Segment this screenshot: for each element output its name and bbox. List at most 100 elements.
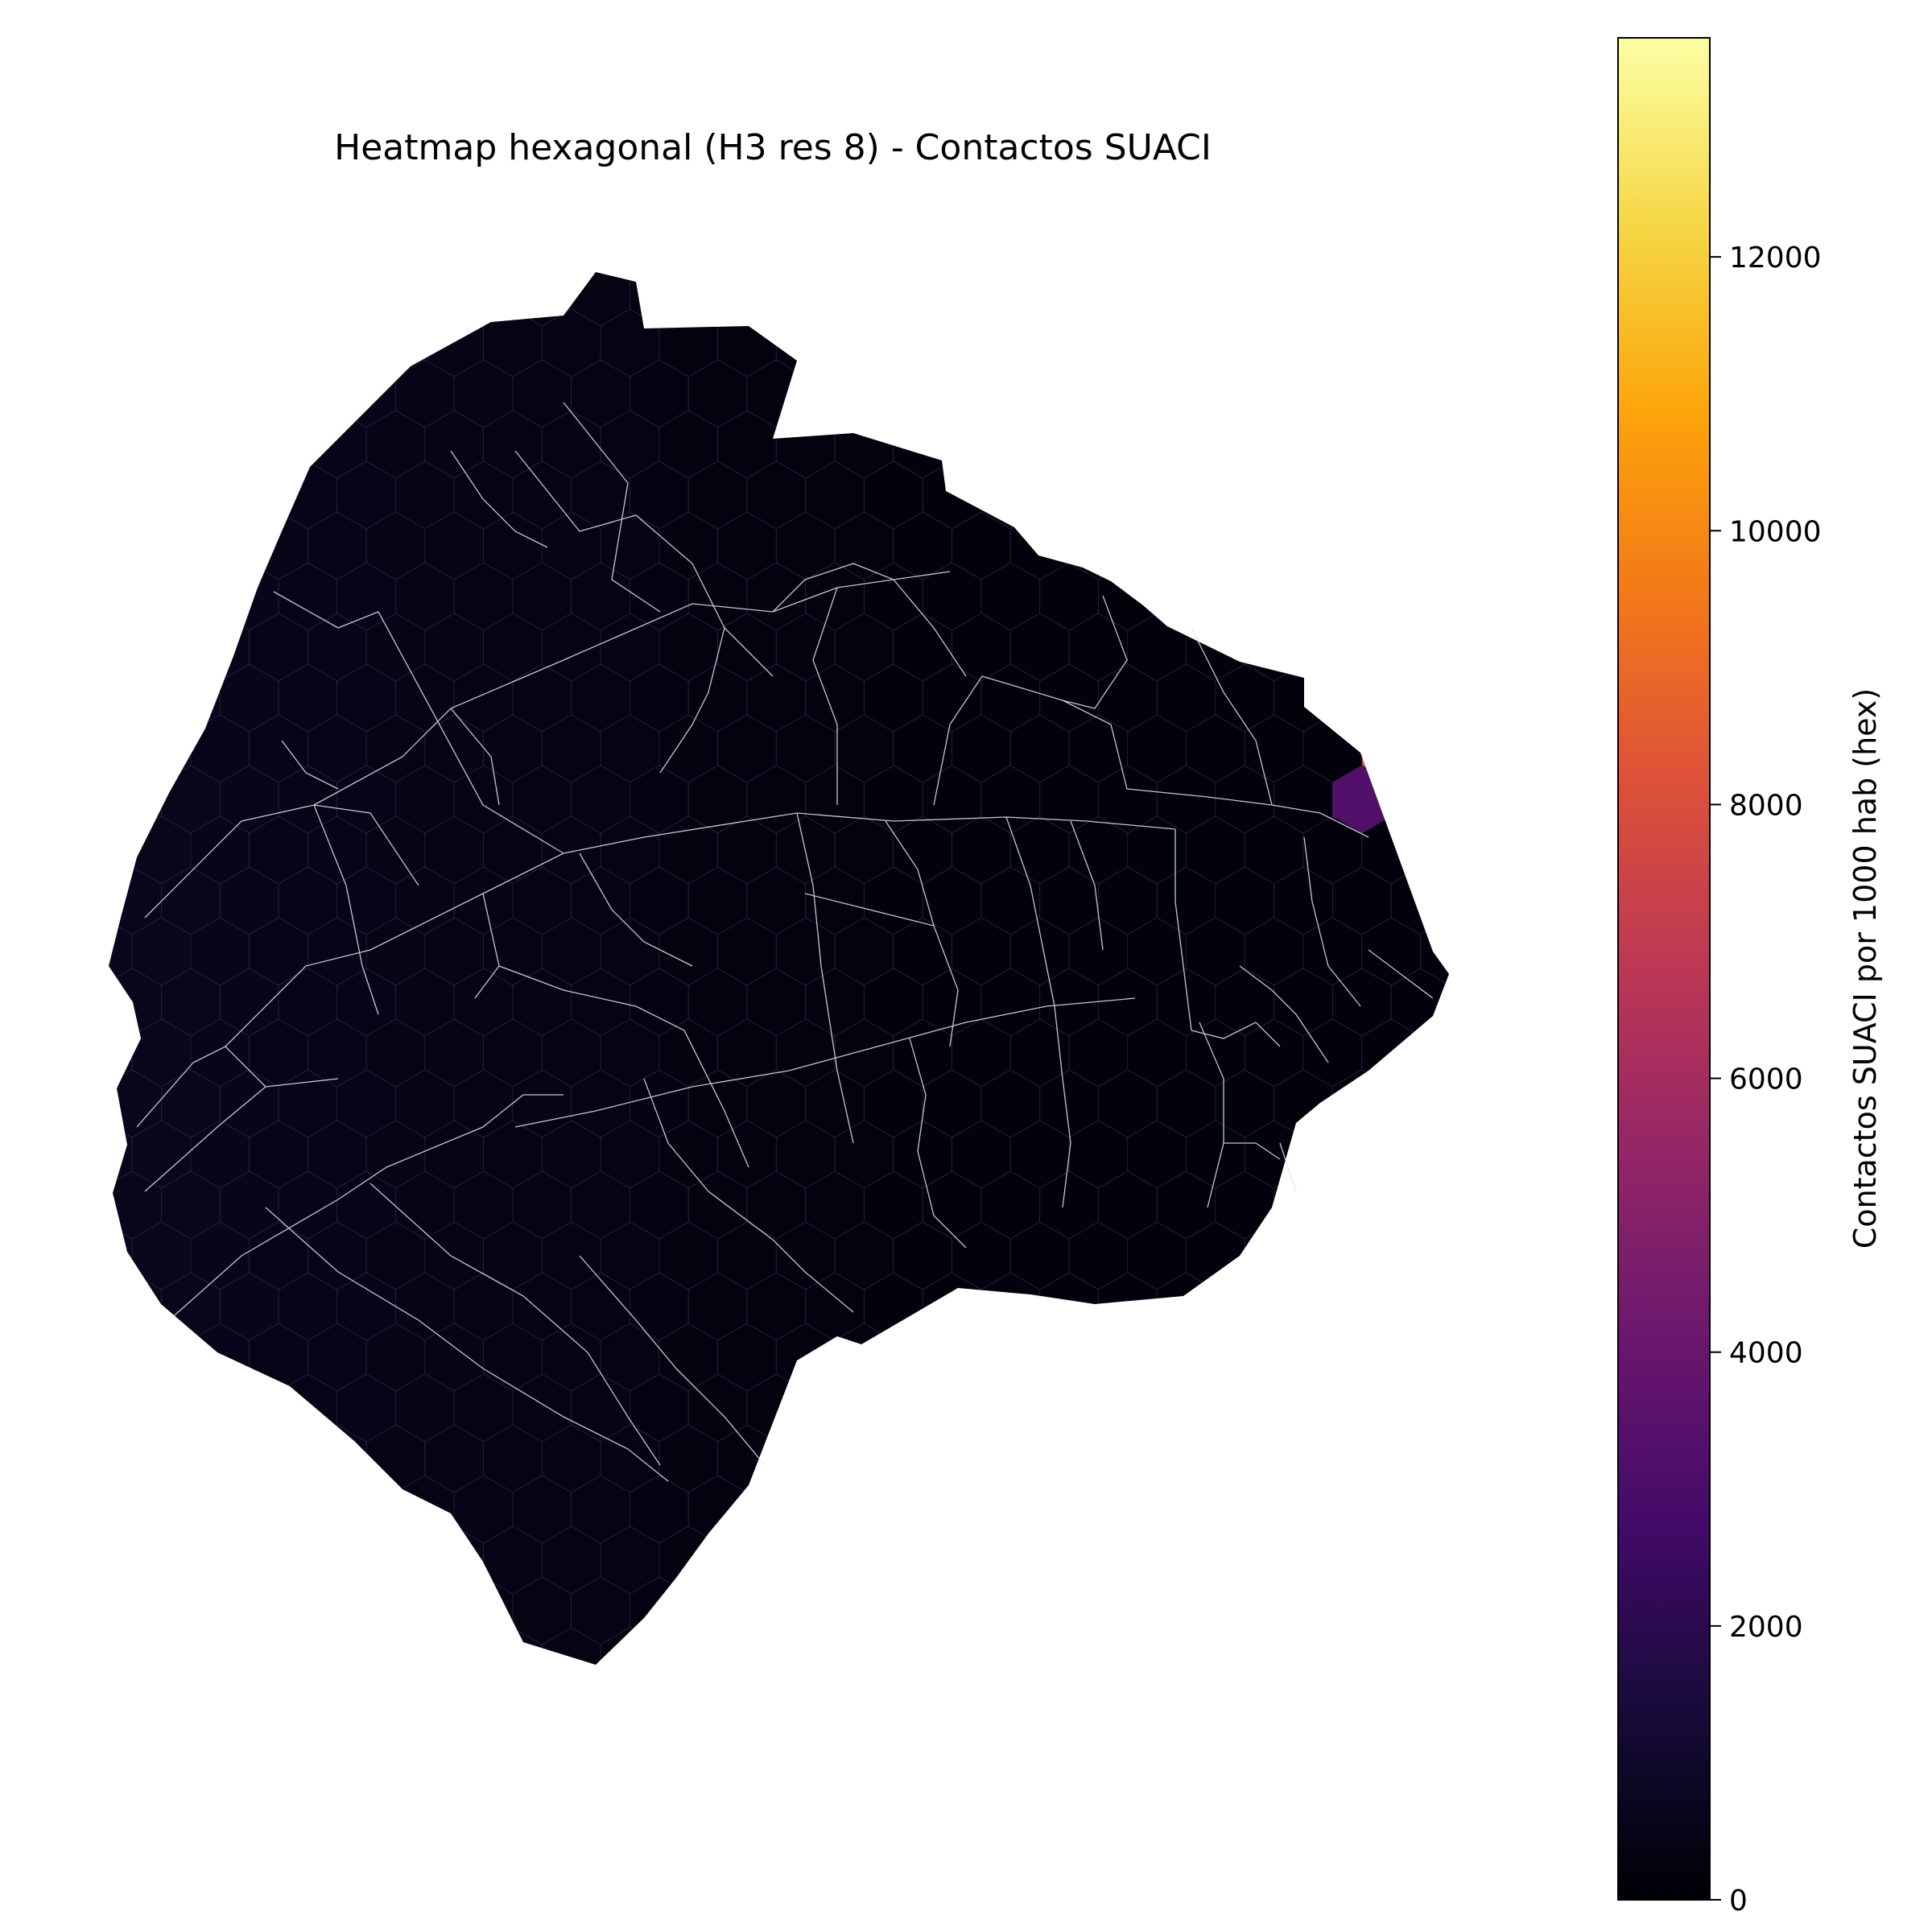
hex-cell (1186, 308, 1245, 378)
colorbar-tick-label: 8000 (1729, 789, 1803, 822)
hex-cell (103, 157, 162, 225)
hex-cell (1390, 1069, 1449, 1138)
hex-cell (0, 816, 15, 884)
hex-cell (15, 1425, 74, 1492)
hex-cell (1361, 410, 1421, 479)
hex-cell-hot (1420, 613, 1449, 682)
hex-cell (15, 918, 74, 985)
hex-cell (1420, 815, 1449, 885)
hex-cell (893, 1525, 952, 1595)
hex-cell (1098, 1475, 1158, 1544)
hex-cell (893, 308, 952, 378)
hex-cell (44, 258, 103, 326)
hex-cell (1332, 1576, 1392, 1645)
hex-cell (219, 1576, 279, 1645)
hex-cell (893, 272, 952, 276)
hex-cell (131, 1627, 192, 1665)
hex-cell (805, 359, 865, 428)
hex-cell (1479, 309, 1538, 377)
hex-cell (1009, 1323, 1070, 1392)
hex-cell (1420, 272, 1449, 276)
hex-cell (190, 272, 250, 276)
hex-cell (980, 359, 1041, 428)
hex-cell (1215, 1373, 1275, 1443)
hex-cell (1361, 272, 1421, 276)
hex-cell (980, 272, 1041, 327)
hex-cell (1009, 1627, 1070, 1665)
colorbar-tick-label: 12000 (1729, 242, 1822, 275)
hex-cell (541, 272, 601, 276)
colorbar-label: Contactos SUACI por 1000 hab (hex) (1847, 688, 1883, 1249)
hex-cell (1186, 1323, 1245, 1392)
hex-cell (109, 460, 162, 530)
hex-cell (1302, 308, 1363, 378)
hex-cell (109, 1525, 133, 1595)
hex-cell (131, 1323, 192, 1392)
hex-cell (1450, 461, 1509, 529)
hex-cell (1215, 562, 1275, 631)
hex-cell (15, 512, 74, 580)
hex-cell (1332, 460, 1392, 530)
hex-cell (922, 1373, 982, 1443)
hex-cell (249, 272, 308, 276)
hex-cell (483, 272, 543, 276)
hex-cell (131, 1424, 192, 1493)
hex-cell (952, 272, 1011, 276)
hex-cell (775, 1424, 836, 1493)
hex-cell (220, 157, 279, 225)
hex-cell (1450, 157, 1509, 225)
hex-cell (1244, 1424, 1304, 1493)
hex-cell (1420, 1221, 1449, 1290)
hex-cell (109, 511, 133, 580)
hex-cell (952, 410, 1011, 479)
hex-cell (1098, 1373, 1158, 1443)
hex-cell (1127, 308, 1187, 378)
hex-cell (1450, 1273, 1509, 1340)
hex-cell (1244, 1627, 1304, 1665)
hex-cell (952, 1627, 1011, 1665)
hex-cell (600, 272, 660, 276)
hex-cell (44, 360, 103, 427)
hex-cell (1302, 1525, 1363, 1595)
hex-cell (249, 410, 308, 479)
hex-cell (109, 562, 162, 631)
hex-cell (0, 1374, 44, 1442)
hex-cell (1186, 1525, 1245, 1595)
hex-cell (15, 816, 74, 884)
hex-cell (44, 766, 103, 833)
hex-cell (1390, 460, 1449, 530)
hex-cell (0, 766, 44, 833)
hex-cell (658, 1627, 718, 1665)
hex-cell (1479, 918, 1538, 985)
hex-cell (893, 1323, 952, 1392)
hex-cell (1068, 410, 1129, 479)
hex-cell (864, 1576, 923, 1645)
hex-cell (1332, 272, 1392, 327)
hex-cell (1127, 272, 1187, 276)
hex-cell (1274, 359, 1333, 428)
hex-cell (1156, 562, 1216, 631)
hex-cell (1274, 562, 1333, 631)
hex-cell (1244, 272, 1304, 276)
hex-cell (1361, 613, 1421, 682)
hex-cell (219, 272, 279, 327)
hex-cell (834, 1627, 894, 1665)
hex-cell (1274, 1576, 1333, 1645)
hex-cell (0, 1577, 44, 1645)
hex-cell-hot (1390, 663, 1449, 733)
hex-cell (717, 272, 777, 276)
hex-cell (0, 258, 44, 326)
hex-cell (1274, 1272, 1333, 1341)
hex-cell (1302, 1221, 1363, 1290)
hex-cell (1186, 410, 1245, 479)
hex-cell (1156, 1373, 1216, 1443)
hex-cell (834, 1525, 894, 1595)
hex-cell (1420, 1424, 1449, 1493)
hex-cell (1390, 1373, 1449, 1443)
hex-cell (161, 359, 221, 428)
hex-cell (1068, 1525, 1129, 1595)
hex-cell (131, 511, 192, 580)
hex-cell (0, 968, 44, 1036)
hex-cell (1479, 1121, 1538, 1188)
hex-cell (109, 663, 162, 733)
